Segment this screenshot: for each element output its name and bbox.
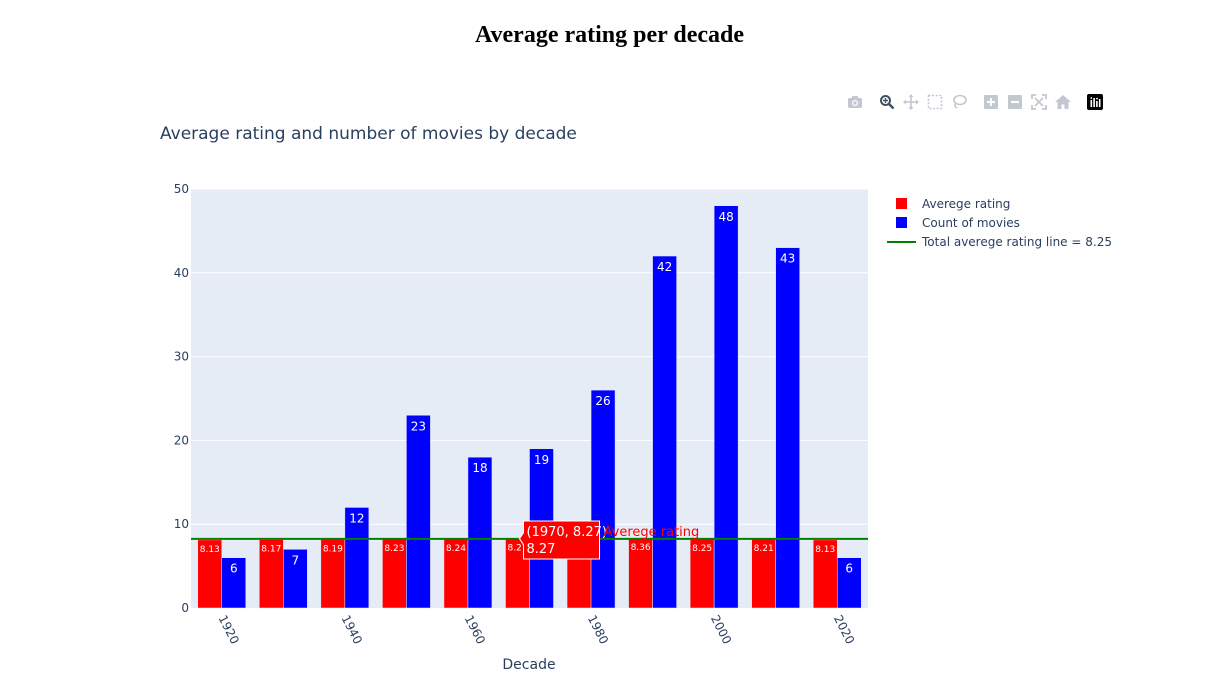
bar-count-of-movies[interactable] [467,456,493,609]
rating-bar-label: 8.19 [323,544,343,554]
rating-bar-label: 8.24 [446,544,466,554]
reset-axes-icon[interactable] [1053,92,1073,112]
hover-text-line2: 8.27 [527,542,556,557]
legend-item-label[interactable]: Count of movies [922,216,1020,230]
count-bar-label: 42 [657,260,672,274]
chart-title: Average rating and number of movies by d… [160,124,577,144]
y-tick-label: 10 [174,517,189,531]
hover-box [518,520,600,560]
rating-bar-label: 8.13 [815,545,835,555]
count-bar-label: 43 [780,252,795,266]
bar-count-of-movies[interactable] [406,415,431,609]
legend-swatch [896,217,907,228]
bar-averege-rating[interactable] [320,539,346,609]
zoom-in-icon[interactable] [981,92,1001,112]
bar-averege-rating[interactable] [751,538,776,609]
hover-text-line1: (1970, 8.27) [527,525,607,540]
rating-bar-label: 8.21 [754,544,774,554]
bar-count-of-movies[interactable] [221,557,247,609]
bar-count-of-movies[interactable] [836,557,862,609]
count-bar-label: 26 [595,394,610,408]
count-bar-label: 6 [230,562,238,576]
page-title: Average rating per decade [474,22,745,48]
x-tick-label: 1920 [216,613,242,647]
x-tick-label: 1940 [339,613,365,647]
x-tick-label: 2000 [708,613,734,647]
plotly-logo-icon[interactable] [1085,92,1105,112]
bar-count-of-movies[interactable] [775,247,800,609]
count-bar-label: 18 [472,461,487,475]
legend-item-label[interactable]: Total averege rating line = 8.25 [921,235,1112,249]
count-bar-label: 7 [291,553,299,567]
hover-trace-name: Averege rating [604,525,700,540]
count-bar-label: 12 [349,511,364,525]
x-tick-label: 1980 [585,613,611,647]
rating-bar-label: 8.25 [692,544,712,554]
count-bar-label: 19 [534,453,549,467]
bar-count-of-movies[interactable] [283,549,308,609]
x-tick-label: 2020 [831,613,857,647]
box-select-icon[interactable] [925,92,945,112]
lasso-select-icon[interactable] [949,92,969,112]
bar-count-of-movies[interactable] [590,389,616,609]
bar-count-of-movies[interactable] [344,507,370,609]
pan-icon[interactable] [901,92,921,112]
x-axis-title: Decade [502,657,555,673]
autoscale-icon[interactable] [1029,92,1049,112]
rating-bar-label: 8.17 [261,545,281,555]
zoom-icon[interactable] [877,92,897,112]
hover-tooltip: (1970, 8.27) 8.27 Averege rating [518,520,700,560]
y-tick-label: 50 [174,182,189,196]
rating-bar-label: 8.23 [384,544,404,554]
bar-averege-rating[interactable] [628,537,653,609]
bar-count-of-movies[interactable] [713,205,739,609]
bar-averege-rating[interactable] [812,539,838,609]
bar-averege-rating[interactable] [689,538,715,609]
count-bar-label: 23 [411,419,426,433]
legend-item-label[interactable]: Averege rating [922,197,1010,211]
legend: Averege rating Count of movies Total avere… [887,197,1112,249]
rating-bar-label: 8.36 [631,543,651,553]
y-tick-label: 20 [174,433,189,447]
zoom-out-icon[interactable] [1005,92,1025,112]
bar-averege-rating[interactable] [259,539,284,609]
legend-swatch [896,198,907,209]
bar-count-of-movies[interactable] [652,255,677,609]
count-bar-label: 6 [845,562,853,576]
rating-bar-label: 8.13 [200,545,220,555]
camera-icon[interactable] [845,92,865,112]
y-tick-label: 40 [174,266,189,280]
y-tick-label: 0 [181,601,189,615]
rating-bar-label: 8.27 [507,544,527,554]
count-bar-label: 48 [718,210,733,224]
x-tick-label: 1960 [462,613,488,647]
y-tick-label: 30 [174,350,189,364]
